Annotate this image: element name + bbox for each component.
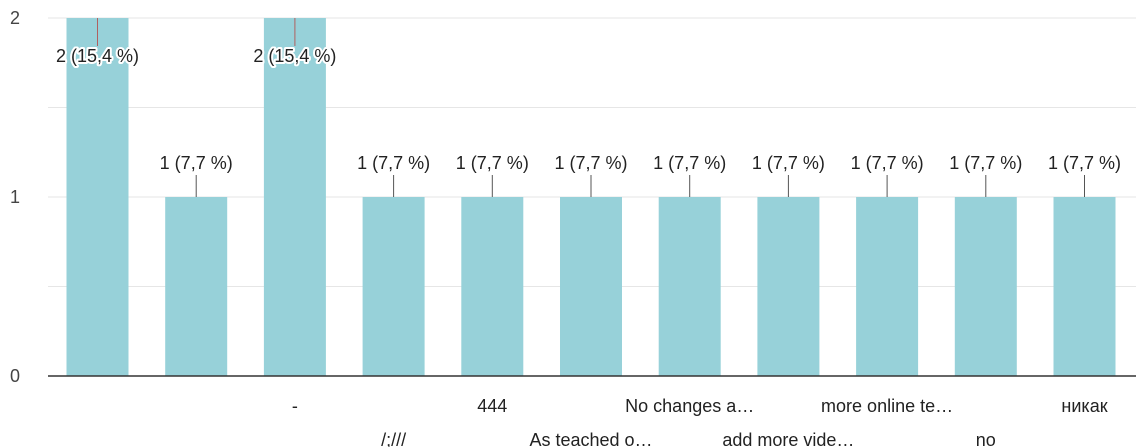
y-tick-label: 1 [10,187,20,207]
bar [461,197,524,376]
bar [66,18,129,376]
data-label: 1 (7,7 %) [554,153,627,173]
category-labels: - /;/// 444 As teached o… No changes a… add m… [292,396,1108,447]
x-category-label: add more vide… [722,430,854,447]
bar [658,197,721,376]
y-tick-label: 0 [10,366,20,386]
bar [362,197,425,376]
data-label: 1 (7,7 %) [357,153,430,173]
data-label: 1 (7,7 %) [1048,153,1121,173]
x-category-label: more online te… [821,396,953,416]
bar [263,18,326,376]
y-tick-labels: 0 1 2 [10,8,20,386]
data-labels: 2 (15,4 %) 1 (7,7 %) 2 (15,4 %) 1 (7,7 %) 1 … [54,44,1123,175]
x-category-label: 444 [477,396,507,416]
x-category-label: - [292,396,298,416]
bar [856,197,919,376]
x-category-label: /;/// [381,430,406,447]
label-leaders [97,18,1085,197]
data-label: 1 (7,7 %) [949,153,1022,173]
data-label: 2 (15,4 %) [56,46,139,66]
data-label: 1 (7,7 %) [752,153,825,173]
x-category-label: No changes a… [625,396,754,416]
bar [560,197,622,376]
data-label: 2 (15,4 %) [253,46,336,66]
data-label: 1 (7,7 %) [456,153,529,173]
data-label: 1 (7,7 %) [160,153,233,173]
y-tick-label: 2 [10,8,20,28]
bar [954,197,1017,376]
x-category-label: никак [1061,396,1107,416]
data-label: 1 (7,7 %) [653,153,726,173]
bar [165,197,228,376]
x-category-label: As teached o… [529,430,652,447]
data-label: 1 (7,7 %) [851,153,924,173]
bar [1053,197,1116,376]
bars [66,18,1116,376]
x-category-label: no [976,430,996,447]
bar [757,197,820,376]
